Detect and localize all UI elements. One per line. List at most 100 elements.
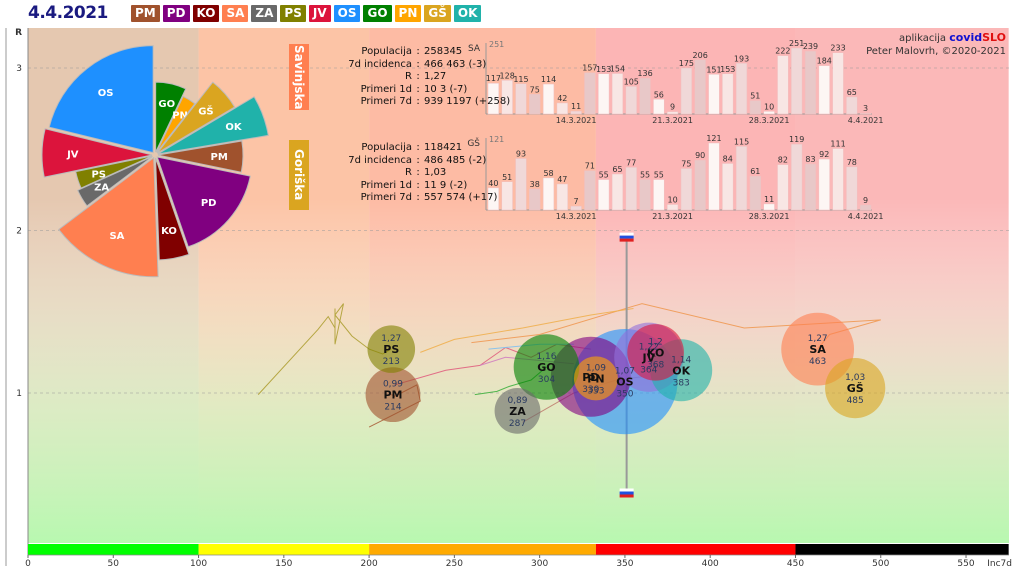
daily-bar [584,72,596,115]
pie-slice-label: KO [161,226,177,237]
stat-separator: : [416,96,420,107]
bubble-r-label: 1,09 [586,363,606,373]
pie-slice-label: PS [91,169,106,180]
bubble-r-label: 1,27 [381,334,401,344]
mini-chart-date-label: 28.3.2021 [749,116,790,125]
bubble-ps [367,325,416,373]
stat-separator: : [416,192,420,203]
stat-key: 7d incidenca [348,154,412,166]
daily-bar [791,47,803,115]
daily-bar-label: 71 [585,162,595,171]
daily-bar-label: 65 [847,88,857,97]
daily-bar-label: 153 [720,65,735,74]
stat-row: Populacija:118421 [317,142,497,155]
x-tick-label: 100 [190,559,207,569]
bubble-pm [365,367,421,423]
daily-bar-label: 92 [819,150,829,159]
daily-bar-label: 38 [530,180,540,189]
incidence-band [369,544,596,555]
daily-bar-label: 90 [695,151,705,160]
mini-chart-max-label: 251 [489,40,504,49]
daily-bar [515,158,527,211]
stat-value: 1,03 [424,167,447,178]
stats-goriska: Populacija:118421 7d incidenca:486 485 (-… [317,142,497,205]
stat-row: 7d incidenca:466 463 (-3) [317,59,510,72]
daily-bar [653,99,665,115]
daily-bar [501,80,513,115]
daily-bar-label: 83 [805,155,815,164]
bubble-region-label: PD [582,371,599,384]
bubble-r-label: 1,14 [671,355,691,365]
panel-region-label-goriska: Goriška [289,140,309,210]
x-tick-label: 150 [275,559,292,569]
pie-slice-sa [58,156,159,278]
daily-bar [487,187,500,211]
daily-bar-label: 175 [679,59,694,68]
daily-bar [680,67,693,115]
daily-bar [680,168,693,211]
daily-bar-label: 121 [706,134,721,143]
stat-key: Populacija [361,46,412,57]
daily-bar-label: 115 [734,137,749,146]
flag-stripe-white [619,232,634,236]
pie-slice-pd [156,156,251,248]
y-tick-label: 2 [16,227,22,237]
daily-bar [749,175,761,211]
daily-bar-label: 11 [571,102,581,111]
daily-bar-label: 10 [668,195,678,204]
daily-bar [639,77,651,115]
legend-chip-pd: PD [162,5,190,22]
x-axis-label: Inc7d [987,559,1012,569]
stat-row: Primeri 7d:557 574 (+17) [317,192,498,205]
daily-bar [708,142,720,211]
stat-separator: : [416,46,420,57]
daily-bar [859,204,872,211]
stat-key: 7d incidenca [348,58,412,70]
pie-slice-label: SA [109,231,124,242]
daily-bar [859,112,872,115]
legend-chip-ko: KO [192,5,220,22]
daily-bar [625,167,637,211]
daily-bar-label: 117 [486,74,501,83]
x-tick-label: 0 [25,559,31,569]
bubble-gs [825,358,886,419]
legend-chip-os: OS [333,5,361,22]
daily-bar-label: 77 [626,158,636,167]
pie-slice-label: OK [225,122,243,133]
daily-bar [611,173,624,211]
stat-row: R:1,27 [317,71,510,84]
x-tick-label: 50 [108,559,120,569]
x-tick-label: 400 [702,559,719,569]
bubble-ko [627,324,684,381]
legend-chip-pn: PN [394,5,422,22]
daily-bar [708,74,720,115]
daily-bar [804,50,817,115]
daily-bar [694,59,706,115]
mini-chart-date-label: 21.3.2021 [652,116,693,125]
daily-bar-label: 51 [750,92,760,101]
mini-chart-date-label: 14.3.2021 [556,116,597,125]
daily-bar [791,143,803,211]
bubble-incidence-label: 350 [616,390,633,400]
flag-stripe-red [619,494,634,498]
pie-slice-ko [155,157,190,261]
bubble-za [494,387,541,434]
pie-slice-pn [156,95,196,153]
legend-chip-ps: PS [280,5,306,22]
stat-key: Primeri 1d [360,83,412,95]
x-tick-label: 250 [446,559,463,569]
bubble-region-label: OK [672,364,690,377]
daily-bar [818,65,830,115]
daily-bar-label: 136 [637,69,652,78]
stat-key: R [405,167,412,178]
daily-bar-label: 55 [599,171,609,180]
daily-bar [542,177,555,211]
pie-slice-label: ZA [94,183,109,194]
pie-slice-label: GO [158,99,175,110]
bubble-region-label: PM [383,389,402,402]
stat-key: R [405,71,412,82]
daily-bar [749,100,761,115]
daily-bar [846,96,858,115]
stat-separator: : [416,167,420,178]
